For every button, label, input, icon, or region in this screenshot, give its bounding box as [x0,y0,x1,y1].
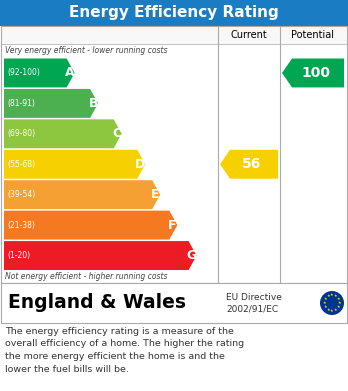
Bar [1,283,347,323]
Text: ★: ★ [337,297,340,301]
Text: ★: ★ [330,309,334,313]
Bar [1,26,347,283]
Text: ★: ★ [334,308,338,312]
Text: (21-38): (21-38) [7,221,35,230]
Text: ★: ★ [324,305,327,309]
Text: (92-100): (92-100) [7,68,40,77]
Text: Energy Efficiency Rating: Energy Efficiency Rating [69,5,279,20]
Text: 56: 56 [242,157,262,171]
Polygon shape [4,241,197,270]
Text: B: B [89,97,98,110]
Text: 2002/91/EC: 2002/91/EC [226,305,278,314]
Polygon shape [4,119,122,148]
Text: E: E [151,188,160,201]
Text: 100: 100 [301,66,331,80]
Polygon shape [4,150,145,179]
Text: ★: ★ [330,293,334,297]
Text: C: C [112,127,121,140]
Text: (39-54): (39-54) [7,190,35,199]
Text: G: G [187,249,197,262]
Polygon shape [4,89,98,118]
Polygon shape [220,150,278,179]
Bar [0,0,348,26]
Text: ★: ★ [326,294,330,298]
Polygon shape [4,180,160,209]
Text: Potential: Potential [292,30,334,40]
Text: ★: ★ [326,308,330,312]
Text: (69-80): (69-80) [7,129,35,138]
Circle shape [320,291,344,315]
Text: Current: Current [231,30,267,40]
Text: England & Wales: England & Wales [8,294,186,312]
Text: (55-68): (55-68) [7,160,35,169]
Polygon shape [4,59,74,88]
Text: Not energy efficient - higher running costs: Not energy efficient - higher running co… [5,272,167,281]
Bar [1,26,347,44]
Text: Very energy efficient - lower running costs: Very energy efficient - lower running co… [5,46,167,55]
Text: ★: ★ [338,301,341,305]
Polygon shape [4,211,177,240]
Text: ★: ★ [337,305,340,309]
Text: A: A [65,66,74,79]
Text: ★: ★ [324,297,327,301]
Polygon shape [282,59,344,88]
Text: EU Directive: EU Directive [226,292,282,301]
Text: The energy efficiency rating is a measure of the
overall efficiency of a home. T: The energy efficiency rating is a measur… [5,327,244,373]
Text: F: F [168,219,177,231]
Text: (1-20): (1-20) [7,251,30,260]
Text: ★: ★ [323,301,326,305]
Text: (81-91): (81-91) [7,99,35,108]
Text: D: D [135,158,145,171]
Text: ★: ★ [334,294,338,298]
